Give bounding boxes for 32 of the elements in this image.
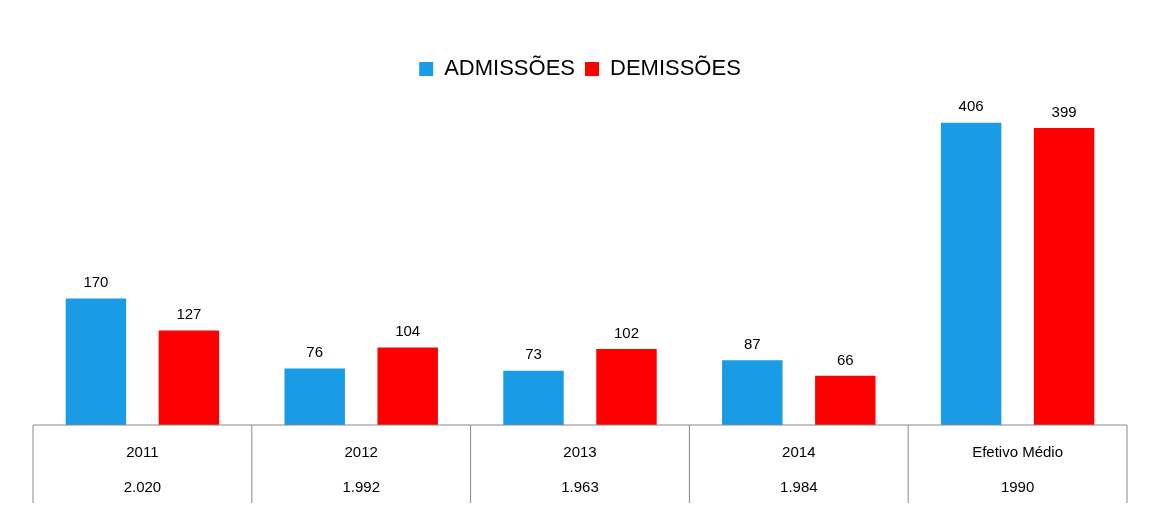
data-label: 102: [613, 323, 640, 341]
data-label: 127: [176, 305, 202, 323]
bar: [940, 122, 1002, 425]
bar: [815, 375, 876, 425]
legend-label: DEMISSÕES: [610, 55, 741, 81]
text: 2.020: [123, 478, 162, 496]
bar: [377, 347, 438, 425]
data-label: 73: [525, 345, 542, 363]
data-label: 406: [958, 97, 984, 115]
data-label: 76: [306, 343, 324, 361]
data-label: 87: [743, 334, 761, 352]
bar: [596, 349, 657, 425]
bar: [1033, 127, 1095, 425]
text: 1990: [1000, 478, 1035, 496]
bar: [158, 330, 220, 425]
data-label: 66: [836, 350, 854, 368]
x-tick-label: 2014: [782, 443, 816, 461]
bar: [503, 370, 564, 425]
x-tick-label: Efetivo Médio: [972, 443, 1064, 461]
x-tick-label: 2013: [563, 443, 597, 461]
bar: [722, 360, 783, 425]
data-label: 399: [1051, 102, 1077, 120]
legend-label: ADMISSÕES: [444, 55, 575, 81]
x-tick-label: 2011: [126, 443, 159, 461]
text: 1.984: [780, 478, 818, 496]
text: 1.963: [561, 478, 599, 496]
x-tick-label: 2012: [344, 443, 378, 461]
bar: [65, 298, 127, 425]
text: 1.992: [342, 478, 380, 496]
data-label: 104: [395, 322, 421, 340]
bar: [284, 368, 345, 425]
data-label: 170: [83, 273, 109, 291]
